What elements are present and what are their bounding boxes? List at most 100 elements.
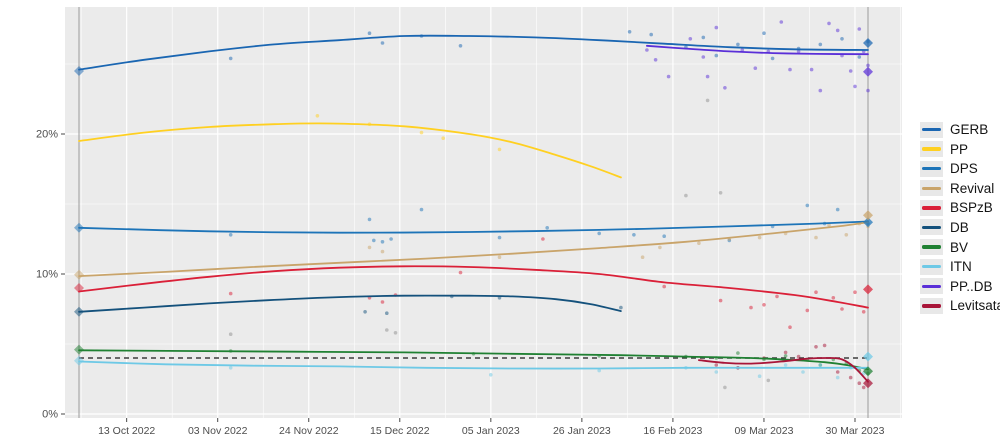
result-diamond-end-revival	[863, 210, 873, 221]
poll-point	[857, 55, 862, 59]
poll-point	[545, 226, 549, 230]
poll-point	[228, 291, 233, 296]
legend-item-db: DB	[920, 219, 1000, 236]
legend-color-swatch-icon	[922, 245, 941, 249]
poll-point	[228, 233, 233, 237]
poll-point	[497, 235, 502, 240]
poll-point	[788, 67, 792, 72]
x-tick-label: 16 Feb 2023	[643, 425, 702, 437]
result-diamond-end-gerb	[863, 38, 873, 48]
poll-point	[632, 233, 636, 237]
legend-item-dps: DPS	[920, 160, 1000, 177]
poll-point	[367, 245, 372, 250]
legend-color-swatch-icon	[922, 166, 941, 171]
poll-point	[380, 300, 385, 304]
poll-point	[835, 370, 840, 374]
poll-point	[662, 284, 666, 289]
poll-point	[857, 27, 862, 31]
result-diamond-end-itn	[863, 351, 873, 362]
poll-point	[805, 203, 810, 208]
poll-point	[861, 385, 866, 390]
x-tick-label: 13 Oct 2022	[98, 425, 155, 437]
y-tick-label: 10%	[36, 269, 58, 281]
poll-point	[762, 303, 766, 307]
y-tick-label: 0%	[42, 409, 58, 421]
poll-point	[779, 20, 784, 24]
poll-point	[827, 21, 831, 26]
legend-item-pp: PP	[920, 141, 1000, 158]
x-tick-label: 03 Nov 2022	[188, 425, 248, 437]
legend-color-swatch-icon	[922, 304, 941, 308]
legend-key-bspzb	[920, 199, 943, 216]
poll-point	[718, 298, 723, 303]
poll-points-pp-db	[645, 20, 870, 93]
poll-point	[393, 331, 398, 335]
legend-item-bspzb: BSPzB	[920, 199, 1000, 216]
poll-point	[701, 35, 706, 40]
legend-item-revival: Revival	[920, 180, 1000, 197]
poll-point	[749, 305, 753, 310]
poll-point	[866, 63, 870, 68]
poll-point	[714, 25, 719, 30]
poll-point	[627, 30, 632, 34]
poll-point	[783, 350, 788, 355]
poll-point	[840, 37, 844, 41]
poll-point	[419, 207, 424, 212]
poll-point	[458, 44, 463, 48]
plot-panel	[65, 7, 902, 418]
poll-point	[853, 84, 857, 89]
legend-label: PP	[950, 141, 969, 157]
trend-line-bspzb	[78, 265, 869, 309]
poll-point	[705, 74, 710, 79]
legend-label: GERB	[950, 122, 989, 137]
result-diamond-start-db	[74, 306, 84, 317]
poll-point	[814, 290, 818, 295]
result-diamond-start-bv	[74, 344, 84, 355]
result-diamond-start-gerb	[74, 66, 84, 76]
poll-point	[684, 193, 688, 198]
legend-label: ITN	[950, 259, 972, 275]
trend-line-revival	[78, 221, 869, 277]
poll-point	[228, 332, 233, 337]
poll-point	[389, 237, 393, 241]
poll-point	[658, 245, 662, 250]
poll-point	[783, 354, 788, 358]
poll-point	[662, 234, 666, 238]
x-tick-label: 26 Jan 2023	[553, 425, 611, 437]
poll-point	[848, 375, 853, 380]
result-diamond-start-bspzb	[74, 283, 84, 293]
legend-key-pp-db	[920, 278, 943, 295]
poll-point	[380, 41, 385, 45]
poll-point	[783, 363, 788, 367]
legend-key-revival	[920, 180, 943, 197]
trend-line-bv	[78, 349, 869, 371]
poll-point	[818, 42, 823, 47]
legend-item-itn: ITN	[920, 258, 1000, 275]
poll-point	[714, 53, 719, 58]
x-tick-label: 24 Nov 2022	[279, 425, 339, 437]
poll-point	[649, 32, 653, 37]
poll-point	[788, 325, 792, 330]
poll-point	[441, 136, 446, 140]
legend-key-bv	[920, 239, 943, 256]
trend-line-gerb	[78, 34, 869, 71]
result-diamond-end-pp-db	[863, 66, 873, 77]
poll-point	[866, 88, 870, 93]
poll-point	[835, 375, 840, 380]
trend-line-itn	[78, 360, 869, 370]
x-tick-label: 15 Dec 2022	[370, 425, 430, 437]
poll-point	[814, 345, 818, 349]
poll-point	[458, 270, 463, 275]
legend-color-swatch-icon	[922, 284, 941, 288]
poll-point	[597, 368, 601, 373]
x-tick-label: 30 Mar 2023	[826, 425, 885, 437]
trend-line-db	[78, 294, 622, 313]
poll-point	[367, 31, 372, 35]
result-diamond-end-dps	[863, 217, 873, 228]
legend-label: BV	[950, 239, 969, 255]
poll-point	[753, 66, 758, 70]
result-diamond-start-dps	[74, 222, 84, 233]
legend-label: PP..DB	[950, 278, 993, 294]
poll-point	[740, 48, 745, 52]
